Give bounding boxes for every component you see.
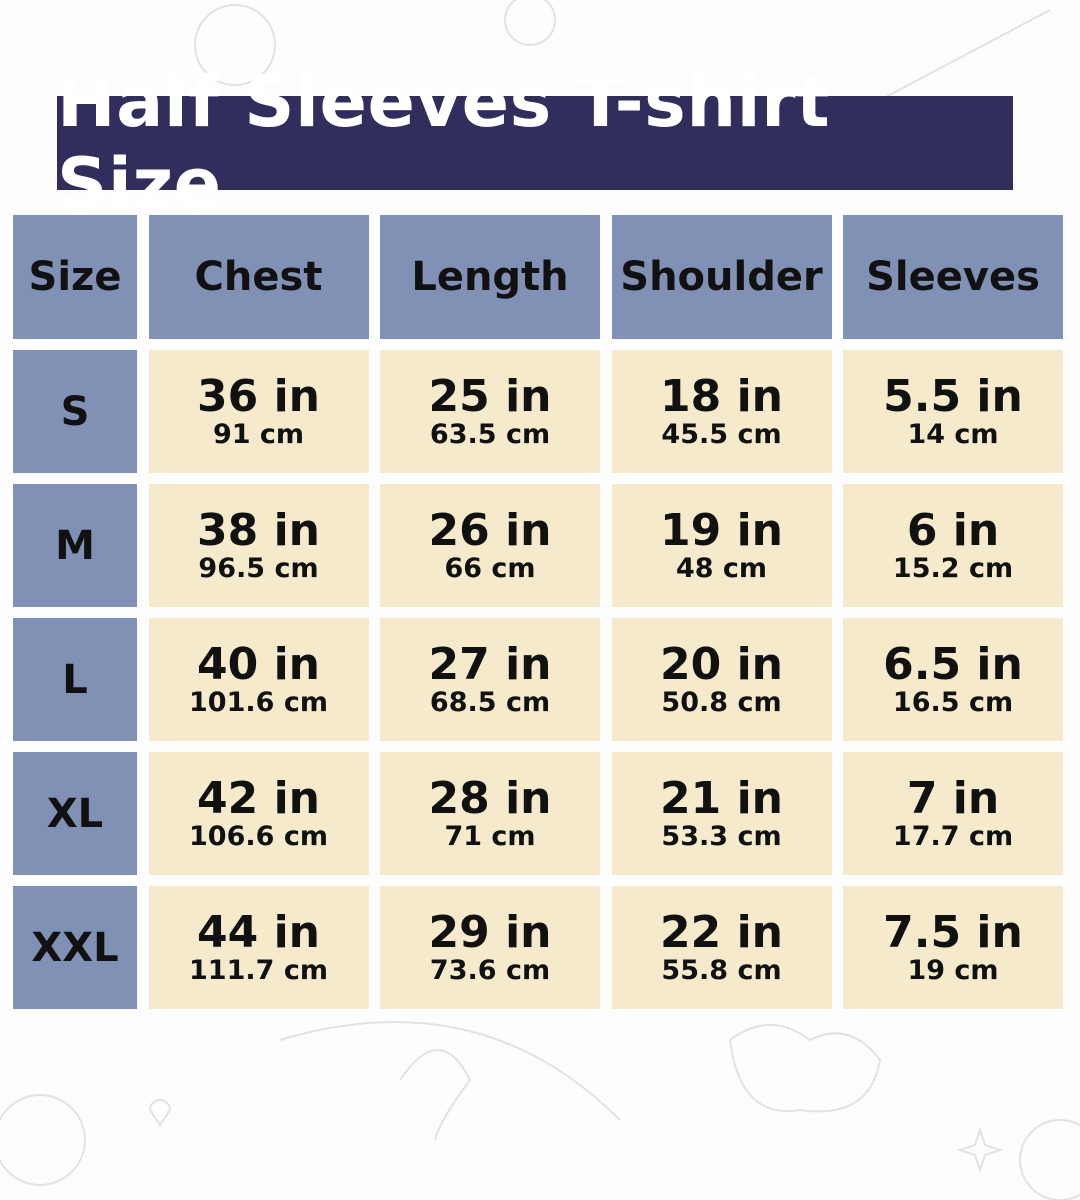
table-cell: 22 in 55.8 cm [611, 886, 832, 1009]
cm-value: 19 cm [907, 954, 999, 986]
column-header-sleeves: Sleeves [843, 215, 1063, 339]
cm-value: 101.6 cm [189, 686, 328, 718]
table-cell: 42 in 106.6 cm [148, 752, 369, 875]
cm-value: 17.7 cm [892, 820, 1014, 852]
size-table: Size Chest Length Shoulder Sleeves S 36 in 91 c… [13, 215, 1063, 1009]
table-cell: 7 in 17.7 cm [843, 752, 1063, 875]
cm-value: 106.6 cm [189, 820, 328, 852]
table-cell: 21 in 53.3 cm [611, 752, 832, 875]
table-cell: 19 in 48 cm [611, 484, 832, 607]
size-label: XXL [13, 886, 137, 1009]
cm-value: 71 cm [444, 820, 536, 852]
cm-value: 91 cm [212, 418, 305, 450]
table-cell: 44 in 111.7 cm [148, 886, 369, 1009]
cm-value: 66 cm [444, 552, 536, 584]
inches-value: 26 in [428, 504, 552, 556]
table-cell: 18 in 45.5 cm [611, 350, 832, 473]
inches-value: 21 in [660, 772, 783, 824]
inches-value: 27 in [428, 638, 552, 690]
inches-value: 36 in [197, 370, 320, 422]
size-label: M [13, 484, 137, 607]
inches-value: 7.5 in [883, 906, 1023, 958]
inches-value: 25 in [428, 370, 552, 422]
inches-value: 22 in [660, 906, 783, 958]
table-cell: 28 in 71 cm [380, 752, 600, 875]
table-cell: 20 in 50.8 cm [611, 618, 832, 741]
cm-value: 111.7 cm [189, 954, 328, 986]
column-header-length: Length [380, 215, 600, 339]
table-cell: 6 in 15.2 cm [843, 484, 1063, 607]
cm-value: 55.8 cm [661, 954, 782, 986]
table-cell: 29 in 73.6 cm [380, 886, 600, 1009]
cm-value: 73.6 cm [429, 954, 551, 986]
cm-value: 50.8 cm [661, 686, 782, 718]
inches-value: 42 in [197, 772, 320, 824]
table-cell: 40 in 101.6 cm [148, 618, 369, 741]
inches-value: 28 in [428, 772, 552, 824]
inches-value: 40 in [197, 638, 320, 690]
column-header-chest: Chest [148, 215, 369, 339]
inches-value: 29 in [428, 906, 552, 958]
inches-value: 6 in [906, 504, 1000, 556]
cm-value: 63.5 cm [429, 418, 551, 450]
column-header-size: Size [13, 215, 137, 339]
cm-value: 15.2 cm [892, 552, 1014, 584]
size-label: XL [13, 752, 137, 875]
cm-value: 96.5 cm [198, 552, 319, 584]
inches-value: 18 in [660, 370, 783, 422]
size-label: L [13, 618, 137, 741]
column-header-shoulder: Shoulder [611, 215, 832, 339]
inches-value: 7 in [906, 772, 1000, 824]
table-cell: 5.5 in 14 cm [843, 350, 1063, 473]
table-cell: 6.5 in 16.5 cm [843, 618, 1063, 741]
table-cell: 36 in 91 cm [148, 350, 369, 473]
inches-value: 6.5 in [883, 638, 1023, 690]
table-cell: 7.5 in 19 cm [843, 886, 1063, 1009]
table-cell: 38 in 96.5 cm [148, 484, 369, 607]
page-title: Half Sleeves T-shirt Size [57, 61, 1013, 225]
cm-value: 53.3 cm [661, 820, 782, 852]
size-label: S [13, 350, 137, 473]
inches-value: 44 in [197, 906, 320, 958]
cm-value: 14 cm [907, 418, 999, 450]
inches-value: 20 in [660, 638, 783, 690]
inches-value: 19 in [660, 504, 783, 556]
inches-value: 38 in [197, 504, 320, 556]
table-cell: 26 in 66 cm [380, 484, 600, 607]
table-cell: 27 in 68.5 cm [380, 618, 600, 741]
cm-value: 16.5 cm [892, 686, 1014, 718]
cm-value: 48 cm [675, 552, 768, 584]
table-cell: 25 in 63.5 cm [380, 350, 600, 473]
inches-value: 5.5 in [883, 370, 1023, 422]
cm-value: 68.5 cm [429, 686, 551, 718]
cm-value: 45.5 cm [661, 418, 782, 450]
